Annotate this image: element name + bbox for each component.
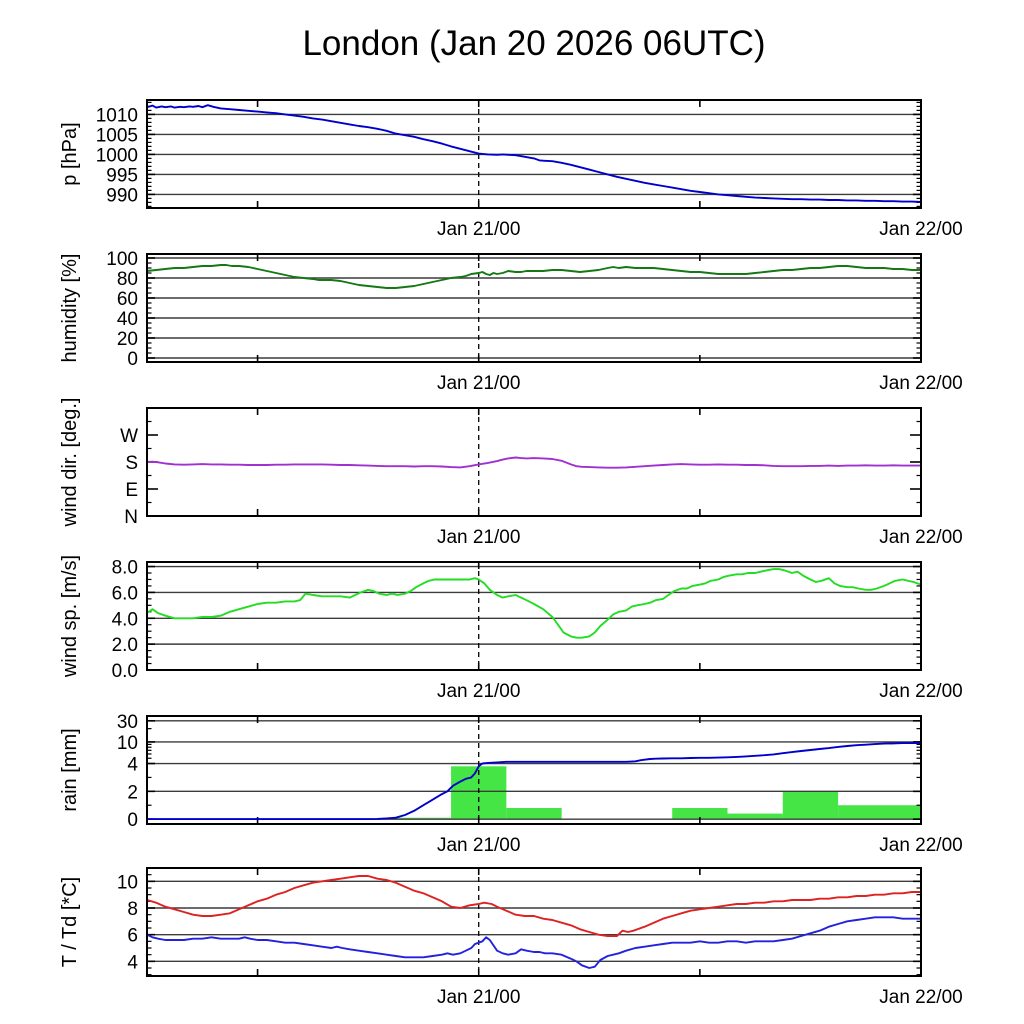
humidity-axis-label: humidity [%] [59,254,81,363]
panel-wind-speed: 0.0 2.0 4.0 6.0 8.0 Jan 21/00 Jan 22/00 wind sp… [59,555,963,702]
humidity-ytick-label: 40 [117,309,138,330]
panel-temperature-dewpoint: 4 6 8 10 Jan 21/00 Jan 22/00 T / Td [*C] [59,867,963,1008]
temperature-dewpoint-ytick-label: 8 [127,899,138,920]
humidity-line [146,264,922,289]
pressure-ytick-label: 995 [106,165,138,186]
x-axis-label: Jan 22/00 [879,835,962,856]
x-axis-label: Jan 21/00 [437,373,520,394]
dewpoint-line [146,916,922,969]
wind-speed-ytick-label: 6.0 [112,583,138,604]
rain-bar [782,791,839,820]
humidity-ytick-label: 80 [117,269,138,290]
wind-speed-line [146,568,922,639]
humidity-plot-box [146,253,922,363]
wind-direction-line [146,456,922,469]
x-axis-label: Jan 21/00 [437,219,520,240]
accumulated-rain-line [146,742,922,821]
wind-direction-ytick-label: W [120,426,138,447]
wind-direction-axis-label: wind dir. [deg.] [59,398,81,528]
x-axis-label: Jan 22/00 [879,681,962,702]
x-axis-label: Jan 22/00 [879,527,962,548]
rain-ytick-label: 30 [117,712,138,733]
rain-bar [727,813,783,820]
x-axis-label: Jan 21/00 [437,835,520,856]
wind-direction-plot-box [146,407,922,517]
rain-ytick-label: 4 [127,755,138,776]
temperature-line [146,875,922,937]
rain-axis-label: rain [mm] [59,728,81,811]
wind-speed-ytick-label: 0.0 [112,661,138,682]
pressure-ytick-label: 990 [106,185,138,206]
wind-direction-ytick-label: N [124,507,138,528]
pressure-ytick-label: 1000 [96,145,138,166]
temperature-dewpoint-ytick-label: 4 [127,952,138,973]
humidity-ytick-label: 0 [127,349,138,370]
temperature-dewpoint-plot-box [146,867,922,977]
rain-ytick-label: 0 [127,810,138,831]
pressure-line [146,104,922,203]
x-axis-label: Jan 22/00 [879,219,962,240]
rain-ytick-label: 10 [117,733,138,754]
x-axis-label: Jan 21/00 [437,681,520,702]
rain-bar [506,808,562,820]
pressure-ytick-label: 1010 [96,105,138,126]
pressure-axis-label: p [hPa] [59,122,81,185]
rain-bar [838,805,921,820]
chart-title: London (Jan 20 2026 06UTC) [302,24,766,63]
wind-direction-ytick-label: E [125,480,138,501]
rain-bar [672,808,728,820]
wind-speed-ytick-label: 8.0 [112,558,138,579]
humidity-ytick-label: 100 [106,249,138,270]
x-axis-label: Jan 21/00 [437,987,520,1008]
wind-speed-axis-label: wind sp. [m/s] [59,555,81,678]
wind-direction-ytick-label: S [125,453,138,474]
pressure-plot-box [146,99,922,209]
x-axis-label: Jan 22/00 [879,373,962,394]
temperature-dewpoint-axis-label: T / Td [*C] [59,877,81,967]
humidity-ytick-label: 60 [117,289,138,310]
temperature-dewpoint-ytick-label: 6 [127,926,138,947]
humidity-ytick-label: 20 [117,329,138,350]
wind-speed-ytick-label: 4.0 [112,609,138,630]
temperature-dewpoint-ytick-label: 10 [117,872,138,893]
x-axis-label: Jan 21/00 [437,527,520,548]
rain-plot-box [146,715,922,825]
wind-speed-ytick-label: 2.0 [112,635,138,656]
wind-speed-plot-box [146,561,922,671]
pressure-ytick-label: 1005 [96,125,138,146]
x-axis-label: Jan 22/00 [879,987,962,1008]
rain-ytick-label: 2 [127,782,138,803]
